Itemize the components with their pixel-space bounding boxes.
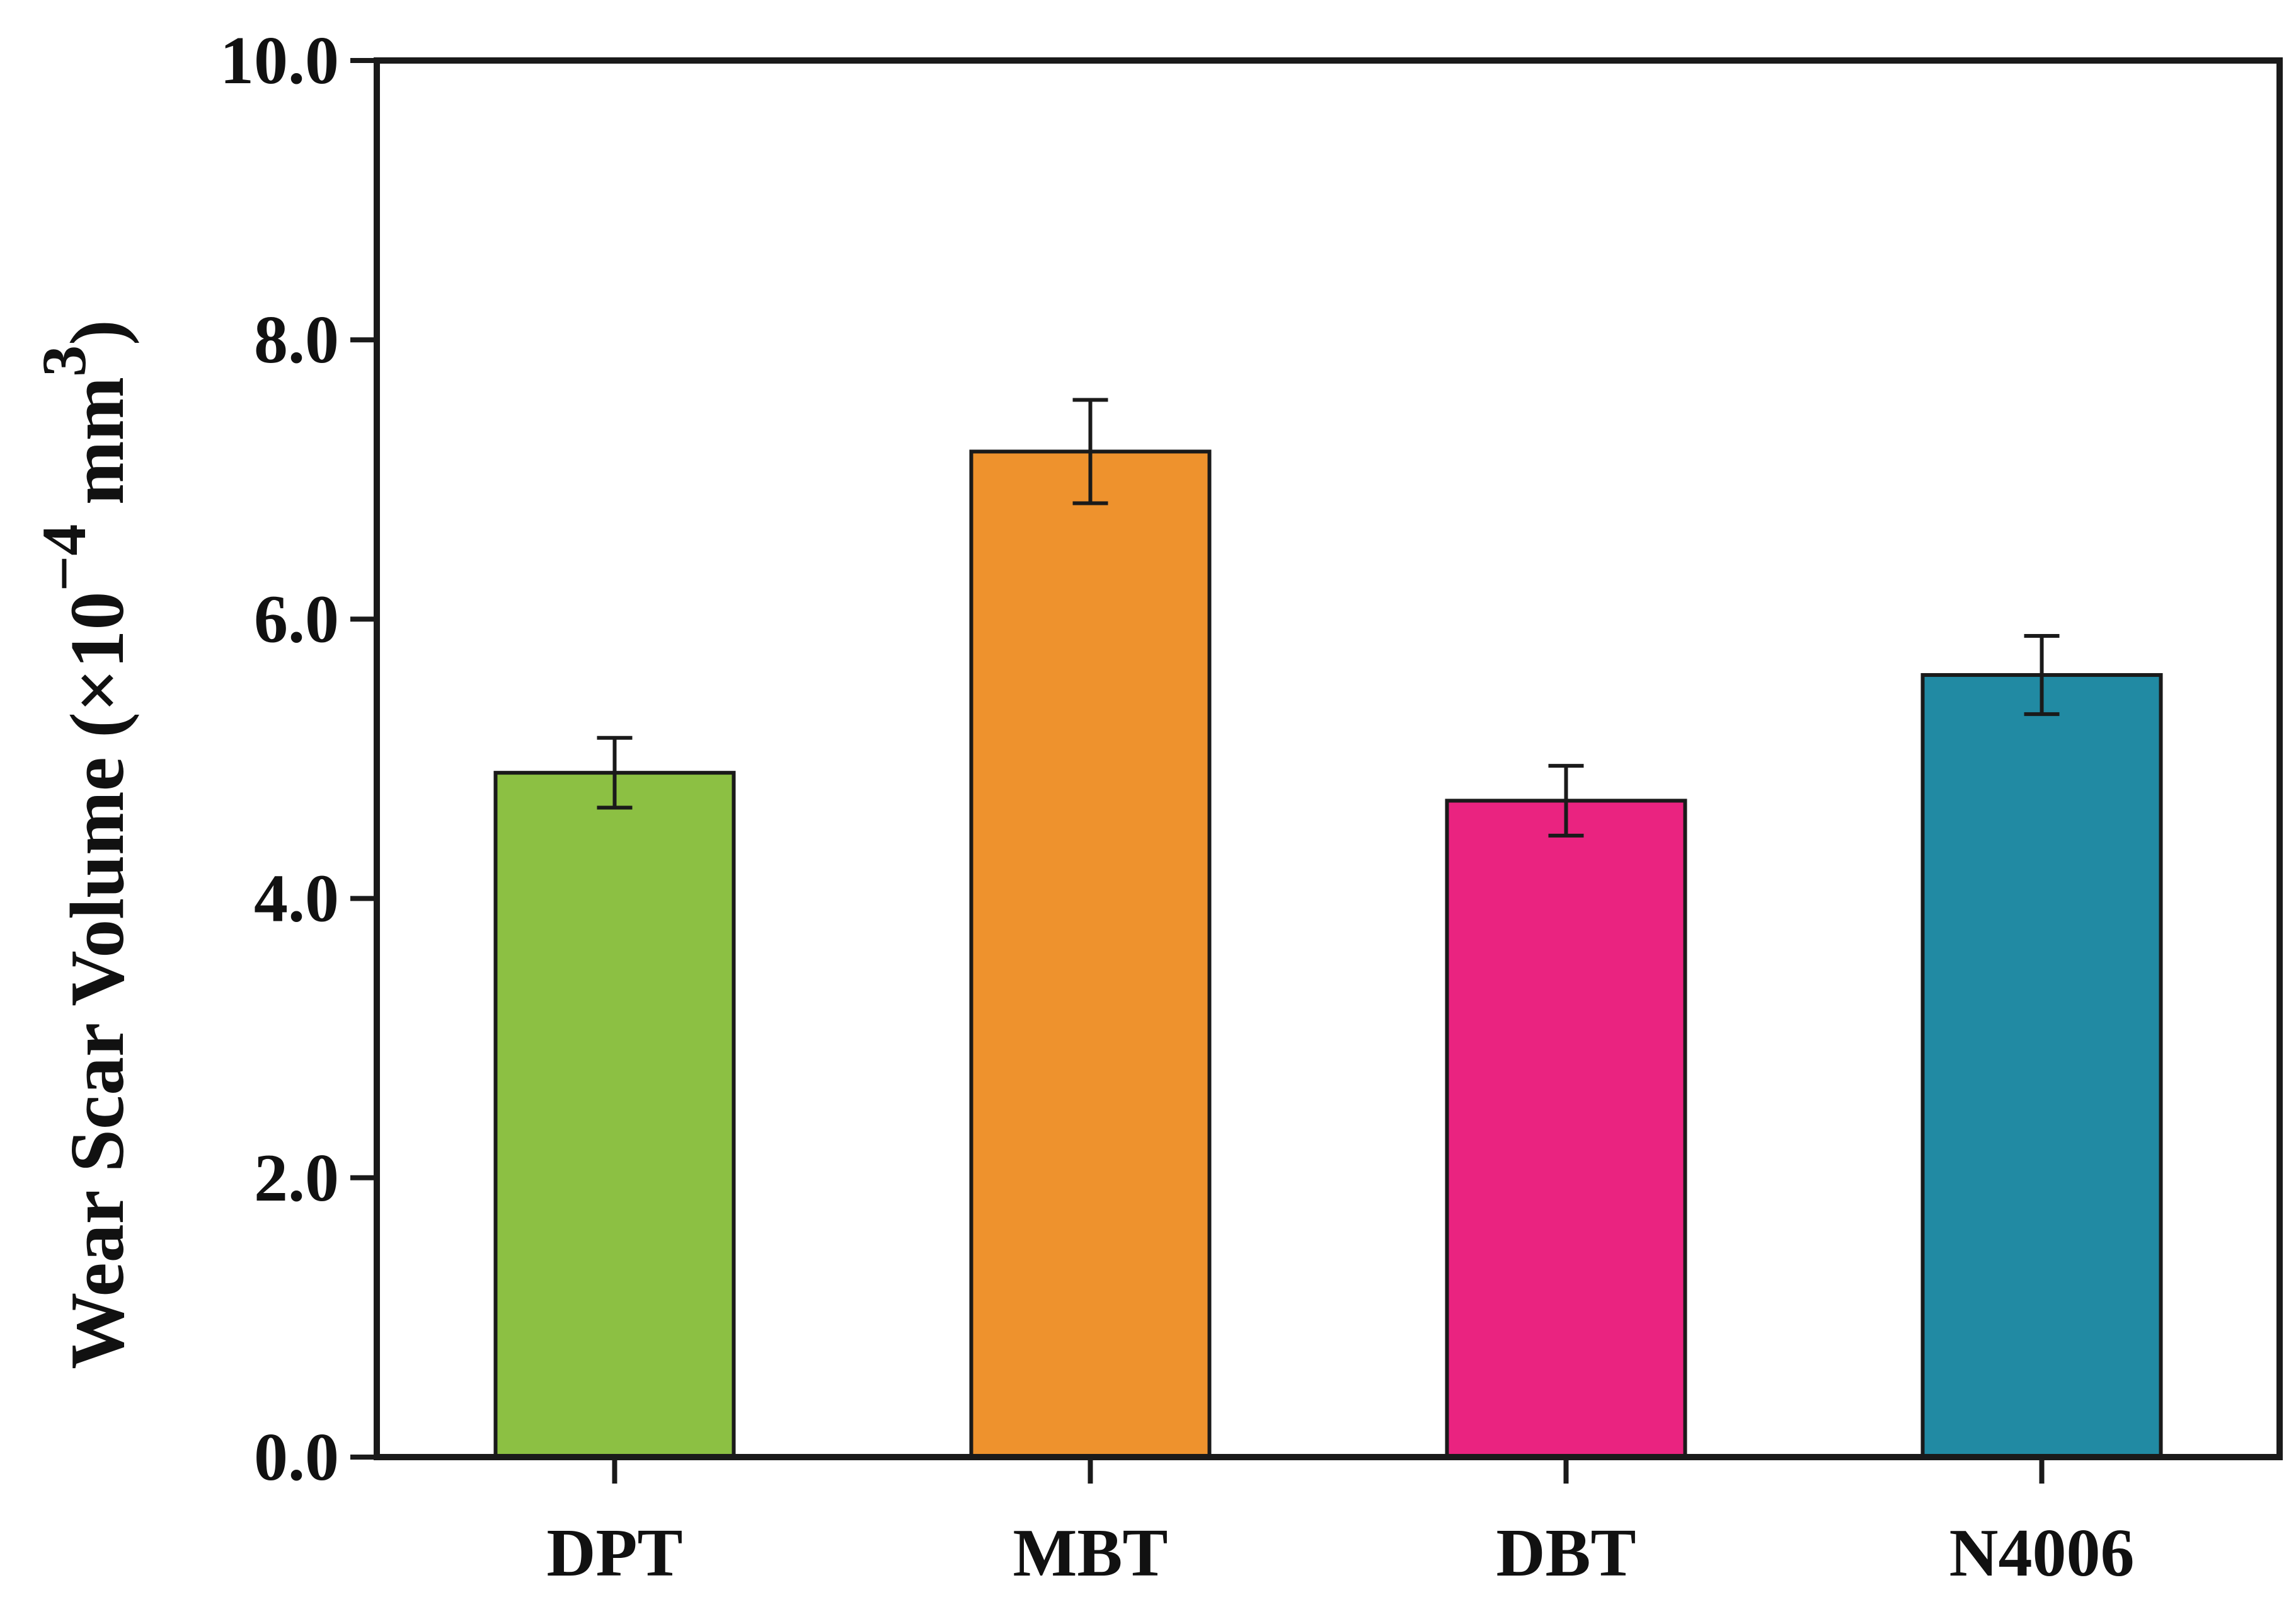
y-axis-label-exponent: −4 [29,524,99,592]
x-tick-label-mbt: MBT [1013,1516,1168,1591]
bar-dpt [493,771,736,1459]
x-tick-label-dpt: DPT [547,1516,683,1591]
error-bars-layer [597,398,2060,838]
plot-frame [374,57,2283,1460]
y-tick-label: 2.0 [254,1141,339,1216]
bar-mbt [969,449,1212,1459]
y-axis-label-unit-exponent: 3 [29,345,99,377]
bars-layer [493,449,2163,1459]
y-tick-label: 10.0 [220,23,339,98]
x-axis: DPT MBT DBT N4006 [547,1457,2135,1591]
error-bar-n4006 [2024,633,2060,717]
y-tick-label: 8.0 [254,303,339,378]
bar-n4006 [1920,673,2163,1459]
y-tick-label: 0.0 [254,1420,339,1495]
y-axis: 0.0 2.0 4.0 6.0 8.0 10.0 [220,23,377,1495]
x-tick-label-n4006: N4006 [1949,1516,2135,1591]
y-axis-label-unit: mm [55,377,140,524]
y-axis-label: Wear Scar Volume (×10−4 mm3) [29,320,140,1369]
y-tick-label: 6.0 [254,582,339,657]
y-tick-label: 4.0 [254,862,339,937]
error-bar-dpt [597,735,633,810]
error-bar-mbt [1072,398,1108,505]
error-bar-dbt [1548,764,1584,838]
y-axis-label-close: ) [55,320,140,345]
bar-dbt [1445,798,1687,1459]
x-tick-label-dbt: DBT [1496,1516,1636,1591]
y-axis-label-main: Wear Scar Volume (×10 [55,592,140,1369]
